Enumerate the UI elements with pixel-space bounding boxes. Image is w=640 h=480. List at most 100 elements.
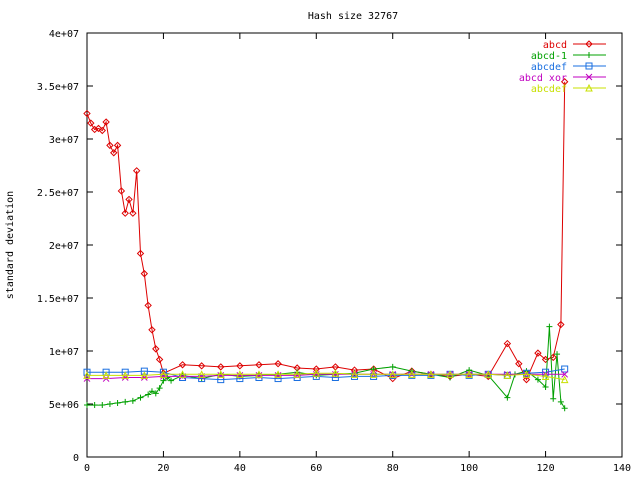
data-point [236,362,244,370]
data-point [550,395,557,402]
data-point [140,371,149,379]
data-point [91,402,98,409]
data-point [106,141,114,150]
data-point [197,362,206,370]
data-point [465,370,473,378]
data-point [541,372,550,380]
series-5 [83,369,569,384]
data-point [178,370,187,378]
y-tick-label: 5e+06 [49,400,79,411]
plot-frame [86,32,623,458]
data-point [542,368,550,376]
data-point [312,365,320,373]
data-point [546,323,553,330]
x-tick-label: 100 [460,463,478,474]
data-point [113,141,122,150]
data-point [557,320,565,329]
data-point [255,361,263,369]
data-point [369,370,378,378]
data-point [144,301,152,310]
data-point [152,345,160,353]
data-point [389,363,396,370]
data-point [132,167,141,175]
data-point [102,118,110,126]
series-line [86,81,566,381]
data-point [140,269,149,278]
data-point [388,370,397,378]
x-tick-label: 80 [387,463,399,474]
data-point [121,209,129,217]
data-point [255,370,263,378]
data-point [561,405,568,412]
series-layer [83,78,569,412]
legend-label: abcd [543,40,567,51]
data-point [83,109,91,118]
data-point [586,52,592,58]
data-point [136,249,145,258]
data-point [542,384,549,391]
axis-ticks: 0 20 40 60 80 100 120 140 0 5e+06 1e+07 1.5e+07 2e+0… [37,29,631,474]
data-point [585,40,593,48]
data-point [122,398,129,405]
data-point [408,370,416,378]
data-point [159,370,168,378]
series-1 [83,78,569,384]
y-tick-label: 2e+07 [49,241,79,252]
data-point [522,375,531,384]
data-point [557,398,564,405]
data-point [331,369,340,377]
data-point [98,126,106,135]
y-tick-label: 2.5e+07 [37,188,79,199]
data-point [560,78,569,86]
data-point [585,73,593,81]
data-point [484,370,493,378]
data-point [156,385,163,392]
data-point [102,371,110,379]
legend-label: abcd xor [519,73,567,84]
data-point [94,124,103,133]
legend-label: abcd-1 [531,51,567,62]
y-tick-label: 0 [73,453,79,464]
data-point [504,394,511,401]
data-point [152,390,159,397]
data-point [312,369,321,377]
data-point [293,370,301,378]
data-point [84,402,90,409]
data-point [121,371,130,379]
data-point [561,365,569,373]
data-point [446,370,454,378]
data-point [159,368,167,376]
data-point [560,375,569,384]
y-tick-label: 1e+07 [49,347,79,358]
data-point [585,62,593,70]
data-point [99,402,106,409]
data-point [129,209,137,217]
data-point [148,388,155,395]
data-point [125,195,133,204]
data-point [87,119,95,127]
data-point [90,125,99,134]
data-point [160,377,167,384]
data-point [274,360,282,368]
x-tick-label: 40 [234,463,246,474]
data-point [155,355,164,364]
data-point [197,370,206,378]
data-point [110,149,118,157]
legend-label: abcdef [531,62,567,73]
data-point [106,401,113,407]
x-tick-label: 0 [84,463,90,474]
data-point [198,375,206,383]
data-point [117,187,126,195]
data-point [427,370,435,378]
data-point [236,370,244,378]
data-point [217,363,225,371]
data-point [140,367,148,375]
y-tick-label: 3.5e+07 [37,82,79,93]
data-point [137,394,144,401]
y-tick-label: 1.5e+07 [37,294,79,305]
data-point [216,370,225,378]
data-point [554,351,561,358]
y-tick-label: 3e+07 [49,135,79,146]
data-point [561,370,569,378]
